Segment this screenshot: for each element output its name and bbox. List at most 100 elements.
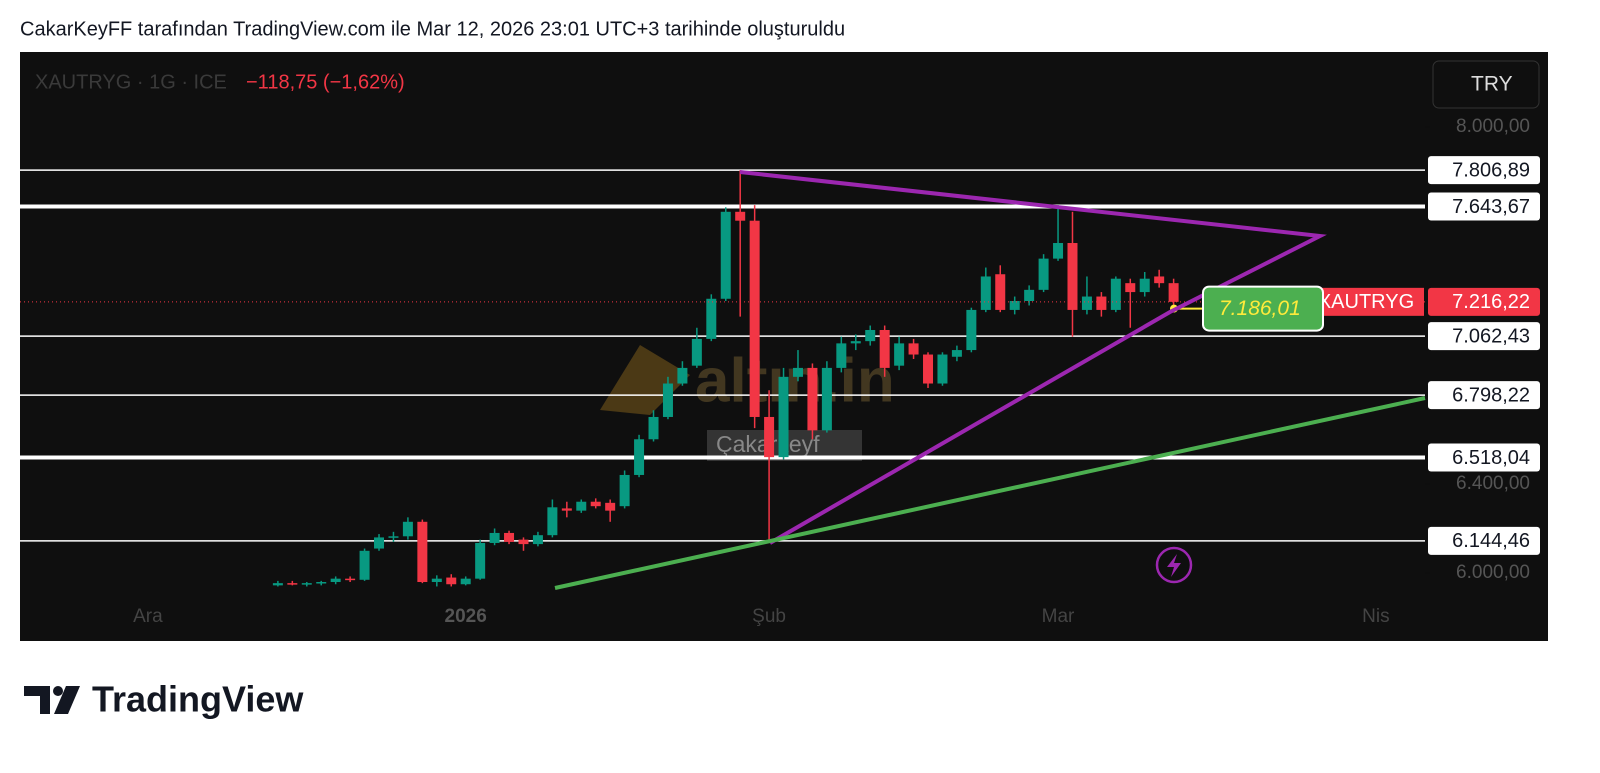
candle-body	[1125, 283, 1136, 293]
candle-body	[995, 274, 1006, 310]
watermark-text: altın.in	[695, 346, 895, 415]
candle-body	[792, 367, 803, 377]
candle-body	[619, 474, 630, 507]
last-price-box	[1428, 287, 1540, 316]
candle-body	[836, 343, 847, 368]
candle-body	[460, 578, 471, 585]
level-label: 6.144,46	[1452, 530, 1530, 552]
price-label-text: 7.186,01	[1219, 297, 1301, 320]
candle-body	[821, 367, 832, 431]
candle-body	[504, 532, 515, 542]
candle-body	[388, 536, 399, 538]
level-box	[1428, 156, 1540, 185]
candle-body	[691, 338, 702, 366]
candle-body	[937, 354, 948, 384]
last-price-label: 7.216,22	[1452, 291, 1530, 313]
candle-body	[879, 329, 890, 368]
candle-body	[634, 439, 645, 475]
candle-body	[720, 211, 731, 299]
candle-body	[489, 532, 500, 543]
y-tick-label: 8.000,00	[1456, 116, 1530, 137]
candle-body	[417, 521, 428, 583]
brand: TradingView	[92, 679, 304, 720]
candle-body	[374, 537, 385, 549]
candle-body	[287, 583, 298, 585]
chart-panel	[20, 52, 1548, 641]
candle-body	[576, 501, 587, 511]
currency-button[interactable]	[1432, 60, 1540, 109]
candle-body	[1081, 296, 1092, 310]
level-label: 7.643,67	[1452, 196, 1530, 218]
y-tick-label: 6.000,00	[1456, 562, 1530, 583]
logo-dot	[53, 686, 63, 696]
price-label-box	[1202, 285, 1324, 332]
candle-body	[966, 309, 977, 351]
candle-body	[316, 582, 327, 584]
candle-body	[345, 578, 356, 581]
candle-body	[1038, 258, 1049, 290]
candle-body	[1067, 243, 1078, 310]
candle-body	[359, 550, 370, 580]
currency-label: TRY	[1471, 73, 1513, 96]
candle-body	[547, 507, 558, 536]
y-tick-label: 6.400,00	[1456, 473, 1530, 494]
candle-body	[735, 211, 746, 221]
trend-line	[554, 396, 1426, 590]
alert-icon[interactable]	[1155, 546, 1193, 584]
x-tick-label: Ara	[133, 606, 163, 627]
candle-body	[402, 521, 413, 537]
axes: 8.000,00 6.400,00 6.000,00 Ara 2026 Şub Mar Nis…	[133, 116, 1540, 641]
x-tick-label: Şub	[752, 606, 786, 627]
level-label: 7.062,43	[1452, 325, 1530, 347]
candle-body	[1096, 296, 1107, 310]
candle-body	[301, 583, 312, 585]
candle-body	[446, 577, 457, 585]
candle-body	[648, 416, 659, 440]
candle-body	[677, 367, 688, 384]
tv-logo: TradingView	[24, 679, 304, 720]
candle-body	[532, 535, 543, 545]
candle-body	[272, 583, 283, 586]
symbol-tag	[1308, 287, 1424, 316]
triangle-drawing	[739, 170, 1327, 545]
symbol-legend: XAUTRYG · 1G · ICE	[35, 71, 227, 93]
candle-body	[706, 298, 717, 339]
alert-bolt	[1167, 554, 1181, 577]
candle-body	[518, 539, 529, 545]
x-tick-label: Mar	[1042, 606, 1075, 627]
level-box	[1428, 526, 1540, 555]
candle-body	[1154, 276, 1165, 284]
candle-body	[431, 578, 442, 583]
candle-body	[894, 343, 905, 366]
candle-body	[908, 343, 919, 355]
header: CakarKeyFF tarafından TradingView.com il…	[20, 18, 845, 40]
candle-body	[1139, 278, 1150, 293]
candle-body	[605, 502, 616, 511]
candle-body	[980, 276, 991, 310]
candle-body	[749, 220, 760, 417]
candle-body	[1110, 278, 1121, 310]
level-box	[1428, 381, 1540, 410]
level-label: 6.518,04	[1452, 447, 1530, 469]
candle-body	[1009, 300, 1020, 310]
candle-body	[662, 383, 673, 417]
plot	[20, 169, 1425, 587]
candle-body	[561, 508, 572, 511]
candle-body	[923, 354, 934, 384]
x-tick-label: 2026	[445, 606, 487, 627]
candle-body	[850, 341, 861, 344]
level-box	[1428, 443, 1540, 472]
candle-body	[764, 416, 775, 458]
candle-body	[1168, 283, 1179, 302]
candle-body	[475, 542, 486, 579]
candle-body	[807, 367, 818, 431]
x-tick-label: Nis	[1362, 606, 1389, 627]
logo-mark	[24, 686, 50, 714]
level-label: 6.798,22	[1452, 384, 1530, 406]
candle-body	[778, 376, 789, 458]
symbol-tag-label: XAUTRYG	[1318, 291, 1414, 313]
change-legend: −118,75 (−1,62%)	[246, 71, 405, 93]
logo-slash	[54, 686, 80, 714]
